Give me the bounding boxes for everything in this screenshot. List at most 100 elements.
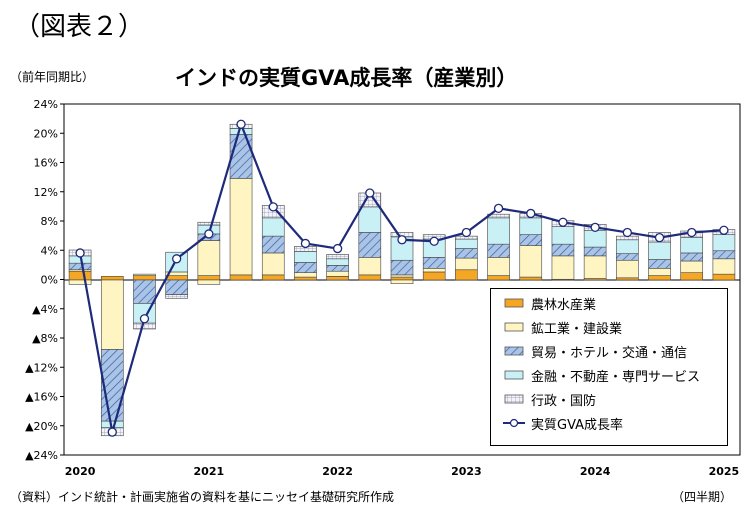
bar-segment-agriculture <box>616 277 639 281</box>
gva-line-point <box>493 203 504 213</box>
bar-segment-industry <box>648 267 671 276</box>
x-tick-label: 2025 <box>709 465 740 478</box>
legend-item-finance: 金融・不動産・専門サービス <box>503 365 700 385</box>
bar-segment-trade <box>390 259 414 276</box>
legend-item-industry: 鉱工業・建設業 <box>503 317 622 337</box>
gva-line-point <box>365 188 375 198</box>
gva-line-point <box>300 238 311 249</box>
legend-swatch-industry-icon <box>504 322 524 332</box>
gva-line-point <box>622 227 632 238</box>
gva-line-point <box>429 236 439 246</box>
bar-segment-trade <box>326 265 349 272</box>
bar-segment-offset <box>390 279 414 284</box>
legend-line-marker-icon <box>503 418 525 428</box>
bar-segment-agriculture <box>519 276 543 281</box>
y-tick-label: 4% <box>41 244 58 257</box>
bar-segment-agriculture <box>261 274 285 281</box>
chart-legend: 農林水産業 鉱工業・建設業 貿易・ホテル・交通・通信 金融・不動産・専門サービス… <box>490 288 728 446</box>
y-tick-label: ▲8% <box>32 332 58 345</box>
bar-segment-trade <box>165 279 188 295</box>
bar-segment-industry <box>455 257 478 271</box>
x-tick-label: 2022 <box>322 465 353 478</box>
y-tick-label: ▲16% <box>25 391 58 404</box>
bar-segment-agriculture <box>648 275 671 281</box>
legend-label: 鉱工業・建設業 <box>531 321 623 337</box>
bar-segment-finance <box>487 217 510 245</box>
bar-segment-industry <box>616 259 639 279</box>
bar-segment-finance <box>294 251 317 263</box>
legend-label: 金融・不動産・専門サービス <box>531 369 701 385</box>
chart-title: インドの実質GVA成長率（産業別） <box>175 66 518 90</box>
bar-segment-finance <box>712 234 736 252</box>
bar-segment-industry <box>100 279 124 350</box>
bar-segment-trade <box>455 248 478 259</box>
bar-segment-trade <box>616 253 639 261</box>
legend-swatch-agriculture-icon <box>504 298 524 308</box>
gva-line-point <box>236 119 246 129</box>
gva-line-point <box>461 227 472 238</box>
source-note: （資料）インド統計・計画実施省の資料を基にニッセイ基礎研究所作成 <box>10 490 395 504</box>
bar-segment-finance <box>551 226 575 245</box>
x-unit-label: （四半期） <box>672 490 733 504</box>
bar-segment-trade <box>519 234 543 246</box>
y-tick-label: 24% <box>34 98 58 111</box>
bar-segment-industry <box>422 267 446 273</box>
bar-segment-industry <box>326 270 349 277</box>
bar-segment-industry <box>551 255 575 280</box>
gva-line-point <box>268 202 278 212</box>
bar-segment-agriculture <box>487 275 510 281</box>
bar-segment-agriculture <box>68 270 92 281</box>
bar-segment-agriculture <box>133 275 156 281</box>
bar-segment-industry <box>519 245 543 278</box>
legend-item-agriculture: 農林水産業 <box>503 293 596 313</box>
bar-segment-agriculture <box>422 271 446 281</box>
bar-segment-finance <box>519 217 543 235</box>
bar-segment-agriculture <box>229 274 253 281</box>
bar-segment-offset <box>197 279 221 285</box>
bar-segment-finance <box>648 241 671 260</box>
bar-segment-industry <box>197 240 221 276</box>
bar-segment-agriculture <box>100 276 124 281</box>
bar-segment-industry <box>133 273 156 276</box>
gva-line-point <box>558 217 568 227</box>
legend-label: 農林水産業 <box>531 297 597 313</box>
bar-segment-finance <box>326 258 349 266</box>
bar-segment-trade <box>487 243 510 258</box>
y-tick-label: 16% <box>34 157 58 170</box>
bar-segment-agriculture <box>455 269 478 281</box>
legend-swatch-trade-icon <box>504 346 524 356</box>
legend-label: 行政・国防 <box>531 393 597 409</box>
x-tick-label: 2024 <box>580 465 611 478</box>
y-tick-label: ▲20% <box>25 420 58 433</box>
x-tick-label: 2020 <box>65 465 96 478</box>
bar-segment-trade <box>551 243 575 257</box>
bar-segment-trade <box>680 252 704 262</box>
y-tick-label: 8% <box>41 215 58 228</box>
legend-label: 貿易・ホテル・交通・通信 <box>531 345 688 361</box>
gva-line-point <box>719 225 729 235</box>
bar-segment-finance <box>583 229 607 248</box>
bar-segment-finance <box>455 238 478 249</box>
bar-segment-trade <box>358 232 382 258</box>
x-tick-label: 2021 <box>194 465 225 478</box>
gva-line-point <box>526 208 536 219</box>
gva-line-point <box>139 314 150 324</box>
bar-segment-finance <box>229 128 253 135</box>
bar-segment-public <box>197 221 221 226</box>
bar-segment-offset <box>68 279 92 285</box>
legend-item-gva-line: 実質GVA成長率 <box>503 413 623 433</box>
bar-segment-trade <box>68 262 92 271</box>
legend-swatch-finance-icon <box>504 370 524 380</box>
bar-segment-industry <box>294 272 317 278</box>
gva-line-point <box>204 229 214 239</box>
bar-segment-trade <box>261 235 285 254</box>
y-unit-label: （前年同期比） <box>10 70 95 84</box>
y-tick-label: 12% <box>34 186 58 199</box>
gva-line-point <box>654 232 665 243</box>
bar-segment-trade <box>294 262 317 273</box>
y-tick-label: 20% <box>34 127 58 140</box>
bar-segment-agriculture <box>358 274 382 281</box>
bar-segment-finance <box>616 239 639 254</box>
y-tick-label: 0% <box>41 274 58 287</box>
legend-item-trade: 貿易・ホテル・交通・通信 <box>503 341 687 361</box>
